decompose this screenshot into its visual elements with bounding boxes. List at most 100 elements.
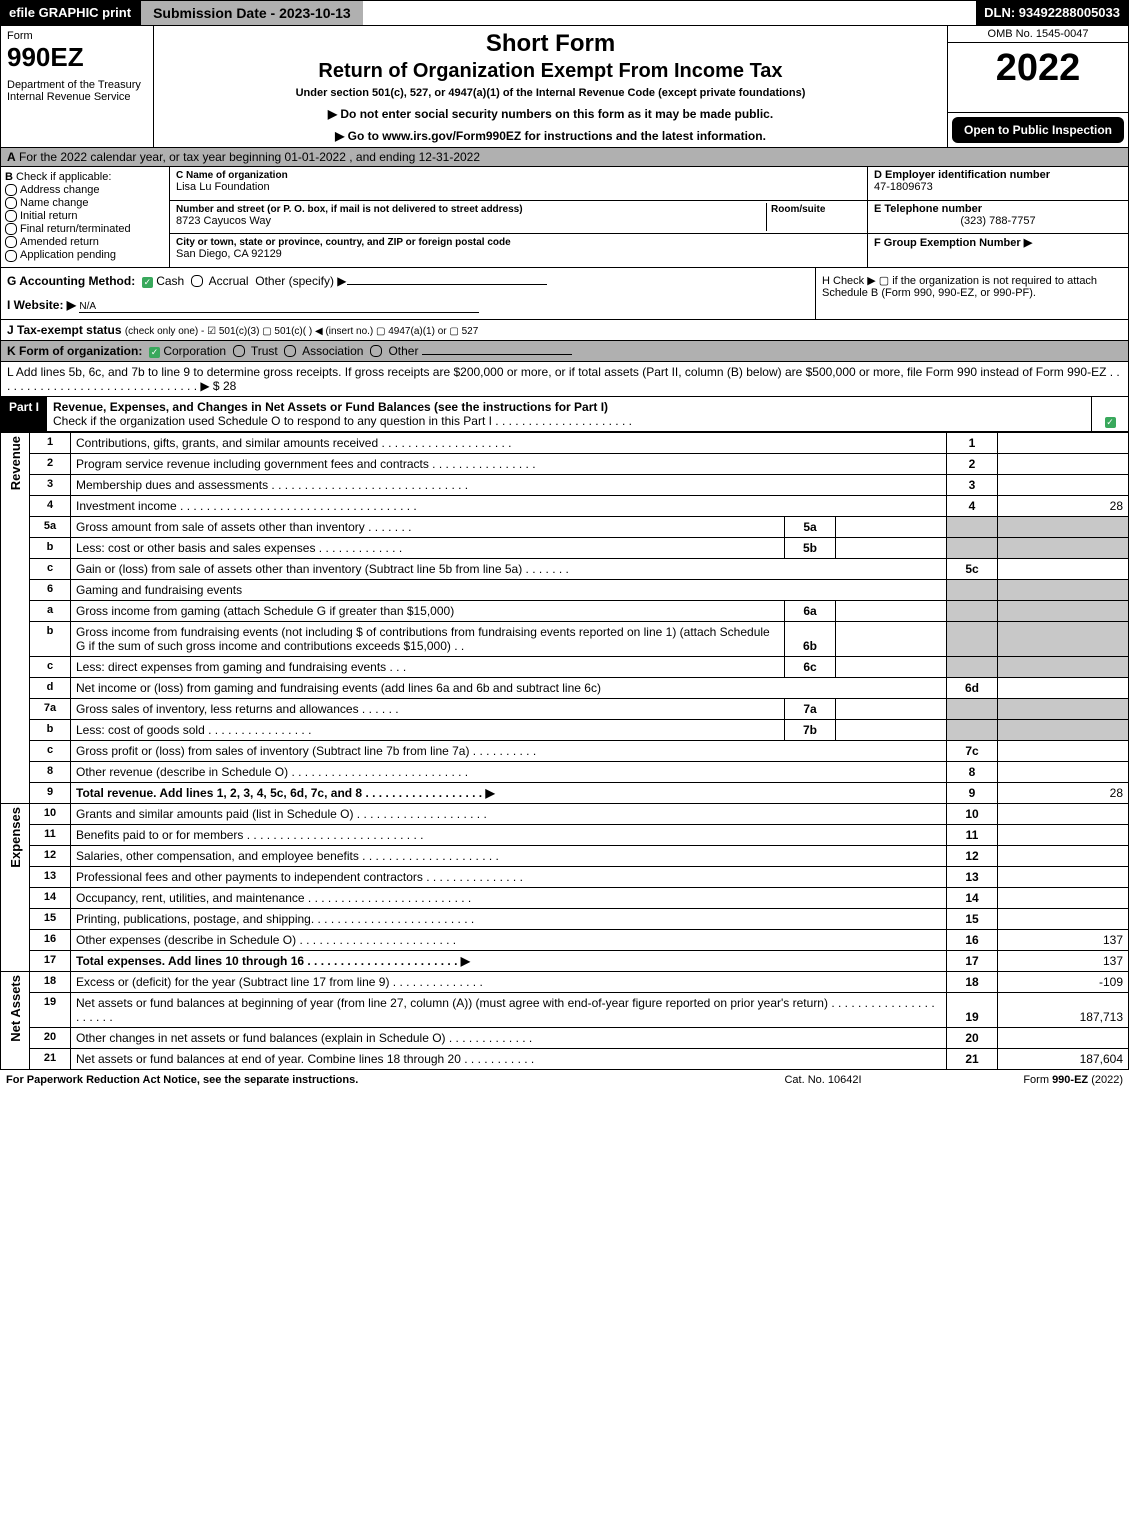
table-row: 14 Occupancy, rent, utilities, and maint… — [1, 887, 1129, 908]
part-i-header-row: Part I Revenue, Expenses, and Changes in… — [0, 397, 1129, 432]
table-row: b Less: cost or other basis and sales ex… — [1, 537, 1129, 558]
org-name-label: C Name of organization — [176, 170, 288, 181]
table-row: 4 Investment income . . . . . . . . . . … — [1, 495, 1129, 516]
table-row: 9 Total revenue. Add lines 1, 2, 3, 4, 5… — [1, 782, 1129, 803]
street-label: Number and street (or P. O. box, if mail… — [176, 204, 523, 215]
accounting-accrual: Accrual — [209, 274, 249, 288]
org-other: Other — [388, 344, 418, 358]
under-section: Under section 501(c), 527, or 4947(a)(1)… — [160, 87, 941, 99]
website-label: I Website: ▶ — [7, 298, 76, 312]
org-other-input[interactable] — [422, 354, 572, 355]
table-row: Revenue 1 Contributions, gifts, grants, … — [1, 432, 1129, 453]
form-of-org-label: K Form of organization: — [7, 344, 142, 358]
section-h: H Check ▶ ▢ if the organization is not r… — [815, 268, 1128, 319]
org-association: Association — [302, 344, 363, 358]
omb-number: OMB No. 1545-0047 — [948, 26, 1128, 43]
table-row: 2 Program service revenue including gove… — [1, 453, 1129, 474]
org-corporation: Corporation — [163, 344, 226, 358]
table-row: Net Assets 18 Excess or (deficit) for th… — [1, 971, 1129, 992]
table-row: 7a Gross sales of inventory, less return… — [1, 698, 1129, 719]
table-row: d Net income or (loss) from gaming and f… — [1, 677, 1129, 698]
ein-value: 47-1809673 — [874, 181, 933, 193]
org-name-value: Lisa Lu Foundation — [176, 181, 270, 193]
check-if-label: Check if applicable: — [16, 171, 111, 183]
department-label: Department of the Treasury — [7, 79, 147, 91]
section-g-i: G Accounting Method: ✓ Cash Accrual Othe… — [1, 268, 815, 319]
part-i-title: Revenue, Expenses, and Changes in Net As… — [47, 397, 1091, 431]
street-row: Number and street (or P. O. box, if mail… — [170, 201, 867, 235]
org-trust: Trust — [251, 344, 278, 358]
table-row: 21 Net assets or fund balances at end of… — [1, 1048, 1129, 1069]
line-box: 1 — [947, 432, 998, 453]
topbar-spacer — [363, 1, 976, 25]
gh-block: G Accounting Method: ✓ Cash Accrual Othe… — [0, 268, 1129, 320]
table-row: 3 Membership dues and assessments . . . … — [1, 474, 1129, 495]
row-l: L Add lines 5b, 6c, and 7b to line 9 to … — [0, 362, 1129, 397]
part-i-badge: Part I — [1, 397, 47, 431]
table-row: c Less: direct expenses from gaming and … — [1, 656, 1129, 677]
table-row: 17 Total expenses. Add lines 10 through … — [1, 950, 1129, 971]
return-title: Return of Organization Exempt From Incom… — [160, 60, 941, 83]
expenses-side-label: Expenses — [1, 803, 30, 971]
table-row: a Gross income from gaming (attach Sched… — [1, 600, 1129, 621]
table-row: 12 Salaries, other compensation, and emp… — [1, 845, 1129, 866]
open-to-public-badge: Open to Public Inspection — [952, 117, 1124, 143]
efile-print-label[interactable]: efile GRAPHIC print — [1, 1, 139, 25]
part-i-table: Revenue 1 Contributions, gifts, grants, … — [0, 432, 1129, 1070]
part-i-schedule-o-check[interactable]: ✓ — [1091, 397, 1128, 431]
header-center: Short Form Return of Organization Exempt… — [154, 26, 947, 147]
header-left: Form 990EZ Department of the Treasury In… — [1, 26, 154, 147]
accounting-method-label: G Accounting Method: — [7, 274, 135, 288]
form-ref: Form 990-EZ (2022) — [923, 1074, 1123, 1086]
schedule-b-check-text: H Check ▶ ▢ if the organization is not r… — [822, 275, 1097, 299]
street-value: 8723 Cayucos Way — [176, 215, 271, 227]
other-org-checkbox[interactable] — [370, 345, 382, 357]
chk-amended-return[interactable]: Amended return — [5, 236, 165, 248]
table-row: 19 Net assets or fund balances at beginn… — [1, 992, 1129, 1027]
irs-label: Internal Revenue Service — [7, 91, 147, 103]
accounting-other: Other (specify) ▶ — [255, 274, 346, 288]
tax-year: 2022 — [948, 43, 1128, 113]
assoc-checkbox[interactable] — [284, 345, 296, 357]
row-a-tax-year: A For the 2022 calendar year, or tax yea… — [0, 148, 1129, 167]
table-row: b Less: cost of goods sold . . . . . . .… — [1, 719, 1129, 740]
no-ssn-note: ▶ Do not enter social security numbers o… — [160, 107, 941, 121]
table-row: 6 Gaming and fundraising events — [1, 579, 1129, 600]
corp-checkbox-icon: ✓ — [149, 347, 160, 358]
chk-address-change[interactable]: Address change — [5, 184, 165, 196]
revenue-side-label: Revenue — [1, 432, 30, 803]
info-block: B Check if applicable: Address change Na… — [0, 167, 1129, 268]
phone-value: (323) 788-7757 — [874, 215, 1122, 227]
line-val — [998, 432, 1129, 453]
goto-link[interactable]: ▶ Go to www.irs.gov/Form990EZ for instru… — [160, 129, 941, 143]
form-number: 990EZ — [7, 42, 147, 73]
row-j: J Tax-exempt status (check only one) - ☑… — [0, 320, 1129, 341]
dln-label: DLN: 93492288005033 — [976, 1, 1128, 25]
tax-exempt-label: J Tax-exempt status — [7, 323, 122, 337]
line-num: 1 — [30, 432, 71, 453]
table-row: 20 Other changes in net assets or fund b… — [1, 1027, 1129, 1048]
line-desc: Contributions, gifts, grants, and simila… — [71, 432, 947, 453]
chk-name-change[interactable]: Name change — [5, 197, 165, 209]
checkmark-icon: ✓ — [1105, 417, 1116, 428]
chk-application-pending[interactable]: Application pending — [5, 249, 165, 261]
catalog-number: Cat. No. 10642I — [723, 1074, 923, 1086]
group-exemption-row: F Group Exemption Number ▶ — [868, 234, 1128, 267]
section-def: D Employer identification number 47-1809… — [868, 167, 1128, 267]
table-row: 13 Professional fees and other payments … — [1, 866, 1129, 887]
city-label: City or town, state or province, country… — [176, 237, 511, 248]
net-assets-side-label: Net Assets — [1, 971, 30, 1069]
accounting-other-input[interactable] — [347, 284, 547, 285]
trust-checkbox[interactable] — [233, 345, 245, 357]
row-l-text: L Add lines 5b, 6c, and 7b to line 9 to … — [7, 365, 1120, 393]
paperwork-notice: For Paperwork Reduction Act Notice, see … — [6, 1074, 723, 1086]
header-right: OMB No. 1545-0047 2022 Open to Public In… — [947, 26, 1128, 147]
row-k: K Form of organization: ✓ Corporation Tr… — [0, 341, 1129, 362]
table-row: b Gross income from fundraising events (… — [1, 621, 1129, 656]
row-a-text: For the 2022 calendar year, or tax year … — [19, 150, 480, 164]
chk-final-return[interactable]: Final return/terminated — [5, 223, 165, 235]
accrual-checkbox[interactable] — [191, 275, 203, 287]
accounting-cash: Cash — [156, 274, 184, 288]
table-row: 16 Other expenses (describe in Schedule … — [1, 929, 1129, 950]
chk-initial-return[interactable]: Initial return — [5, 210, 165, 222]
